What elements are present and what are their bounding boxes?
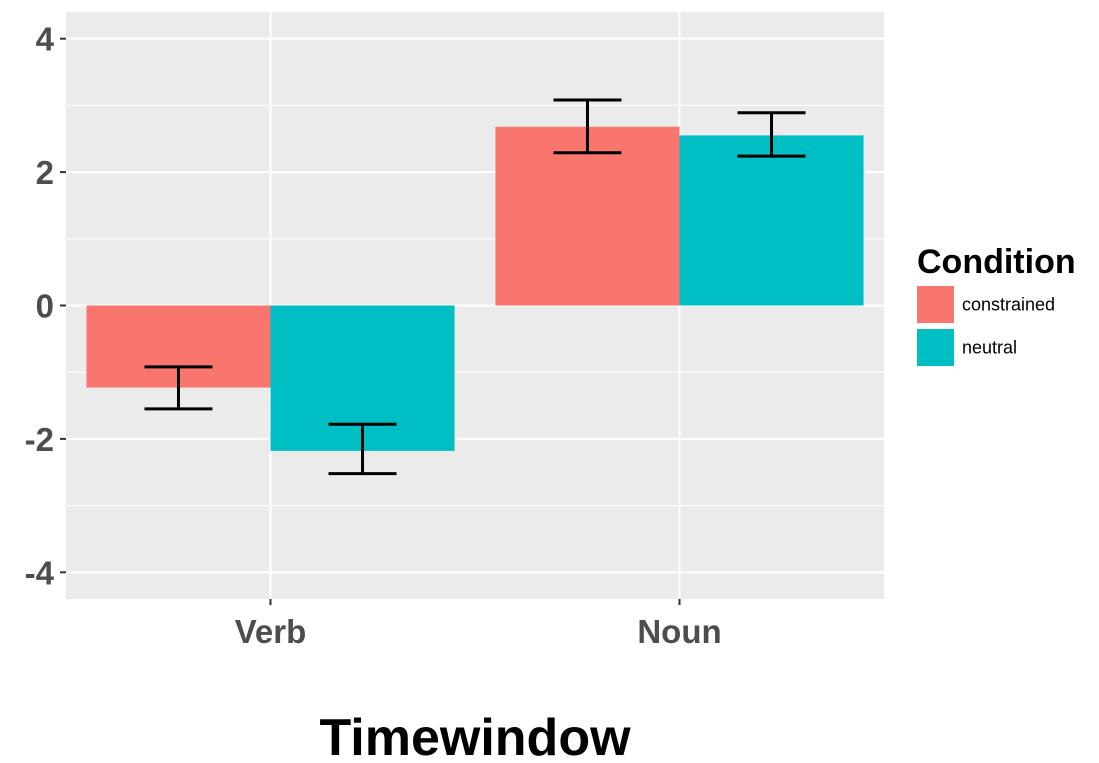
x-tick-label: Noun xyxy=(637,613,721,650)
y-tick-label: 2 xyxy=(36,154,54,191)
x-axis: Verb Noun xyxy=(235,599,722,650)
error-bars xyxy=(144,98,806,476)
y-axis: -4 -2 0 2 4 xyxy=(25,21,66,591)
legend-label-constrained: constrained xyxy=(962,295,1055,315)
y-tick-label: -4 xyxy=(25,554,55,591)
x-axis-title: Timewindow xyxy=(319,709,631,763)
x-tick-label: Verb xyxy=(235,613,307,650)
bar-neutral-noun xyxy=(679,135,864,306)
legend-title: Condition xyxy=(917,243,1076,281)
y-tick-label: -2 xyxy=(25,421,54,458)
legend: Condition constrained neutral xyxy=(917,243,1076,366)
legend-key-constrained xyxy=(917,286,954,323)
y-tick-label: 0 xyxy=(36,288,54,325)
legend-label-neutral: neutral xyxy=(962,338,1017,358)
legend-key-neutral xyxy=(917,329,954,366)
y-tick-label: 4 xyxy=(36,21,55,58)
bar-constrained-noun xyxy=(495,126,680,306)
